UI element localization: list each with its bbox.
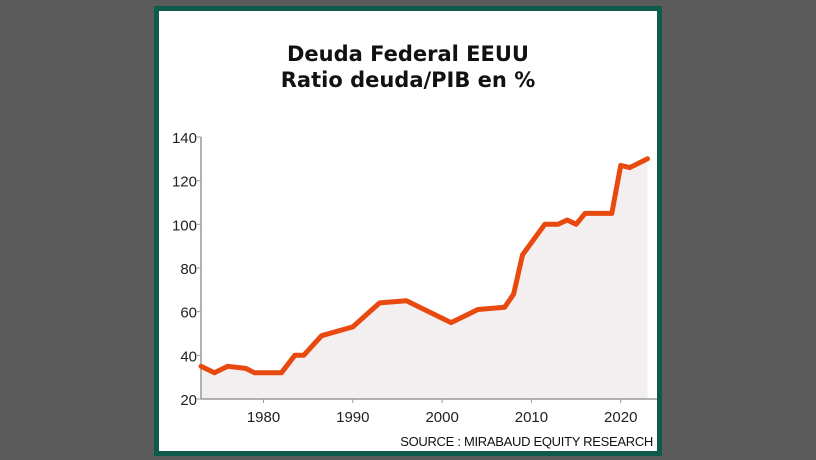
x-tick-label: 2000 bbox=[425, 409, 458, 426]
y-tick-label: 100 bbox=[172, 217, 197, 234]
x-tick-label: 1980 bbox=[247, 409, 280, 426]
x-tick-label: 2020 bbox=[604, 409, 637, 426]
x-tick-label: 1990 bbox=[336, 409, 369, 426]
y-tick-label: 40 bbox=[180, 348, 197, 365]
chart-title-block: Deuda Federal EEUU Ratio deuda/PIB en % bbox=[159, 41, 657, 93]
y-tick-label: 80 bbox=[180, 261, 197, 278]
y-tick-label: 60 bbox=[180, 305, 197, 322]
y-tick-label: 20 bbox=[180, 392, 197, 409]
x-tick-label: 2010 bbox=[515, 409, 548, 426]
y-tick-label: 120 bbox=[172, 174, 197, 191]
area-fill bbox=[201, 158, 648, 399]
series-line bbox=[198, 156, 650, 376]
y-tick-label: 140 bbox=[172, 130, 197, 147]
chart-subtitle: Ratio deuda/PIB en % bbox=[280, 68, 536, 92]
chart-frame: Deuda Federal EEUU Ratio deuda/PIB en % … bbox=[154, 6, 662, 456]
plot-area: 20 40 60 80 100 120 140 1980 1990 2000 2010 2020 bbox=[172, 130, 657, 426]
source-note: SOURCE : MIRABAUD EQUITY RESEARCH bbox=[400, 434, 653, 449]
chart-title: Deuda Federal EEUU bbox=[287, 42, 529, 66]
